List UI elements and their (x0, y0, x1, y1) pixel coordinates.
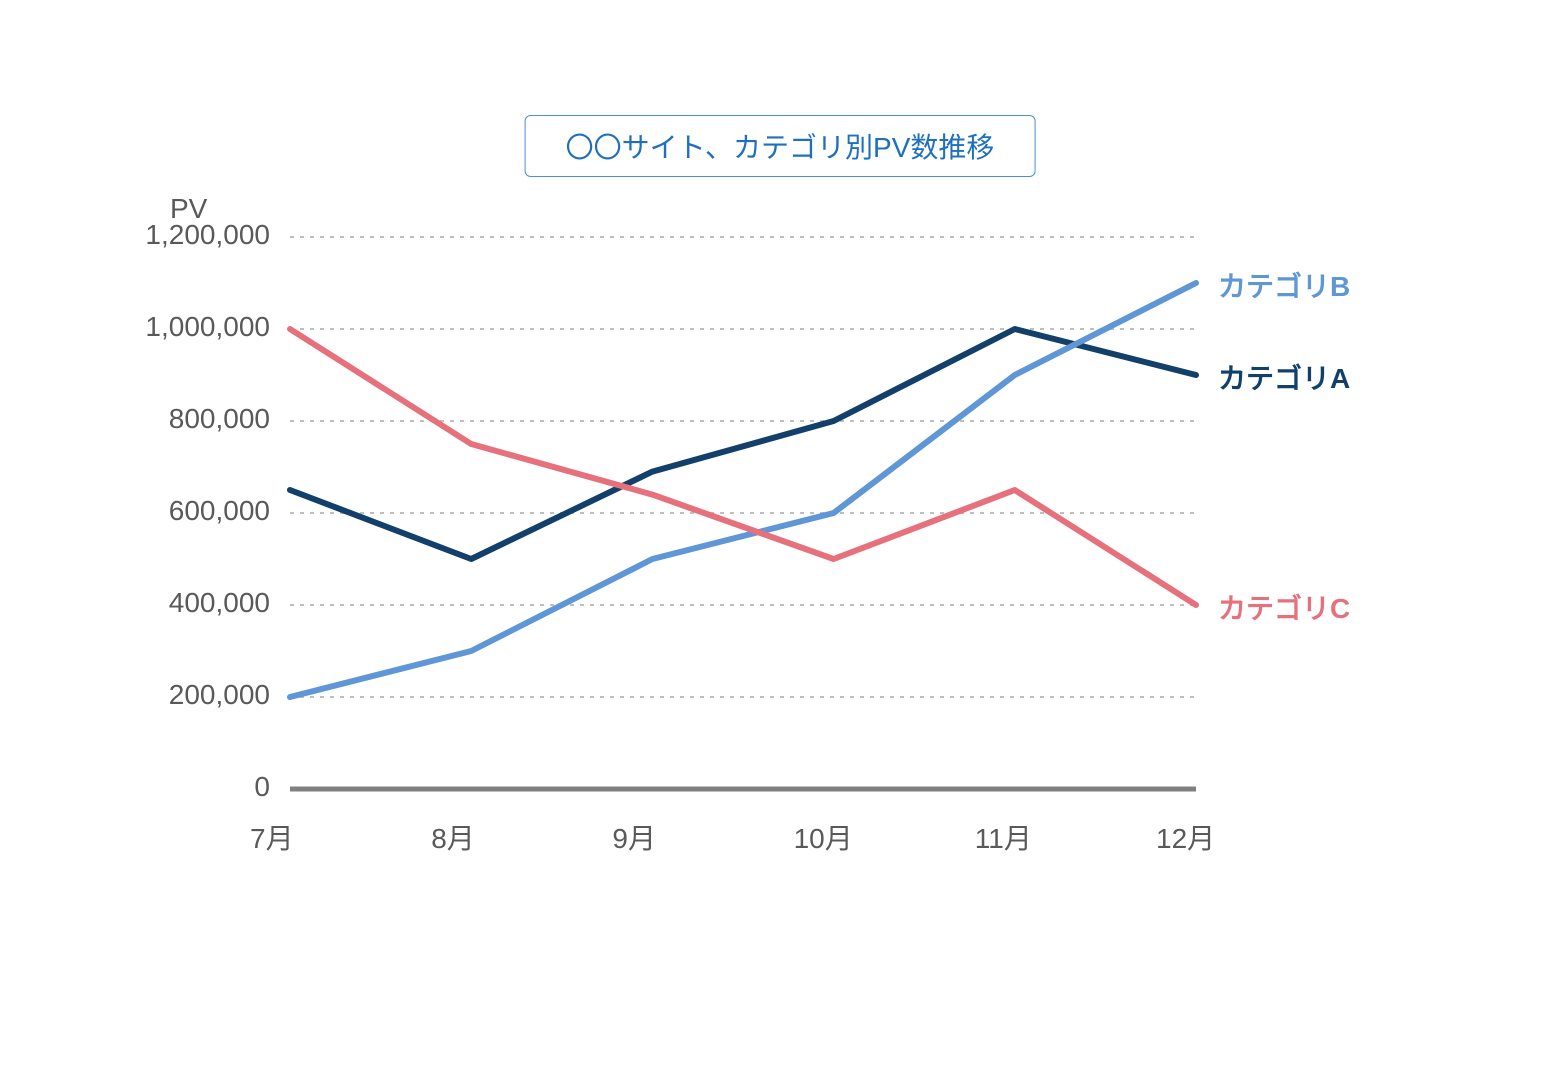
y-tick-label: 800,000 (169, 403, 270, 435)
y-tick-label: 200,000 (169, 679, 270, 711)
y-tick-label: 400,000 (169, 587, 270, 619)
series-label-カテゴリC: カテゴリC (1218, 587, 1350, 627)
plot-area (0, 0, 1560, 1080)
gridlines (290, 237, 1196, 697)
y-tick-label: 0 (254, 771, 270, 803)
x-tick-label: 9月 (612, 817, 656, 857)
x-tick-label: 10月 (794, 817, 853, 857)
x-tick-label: 12月 (1156, 817, 1215, 857)
series-label-カテゴリB: カテゴリB (1218, 265, 1350, 305)
x-tick-label: 11月 (975, 817, 1032, 857)
line-chart: 〇〇サイト、カテゴリ別PV数推移 PV 0200,000400,000600,0… (0, 0, 1560, 1080)
y-tick-label: 1,000,000 (145, 311, 270, 343)
series-line-カテゴリC (290, 329, 1196, 605)
series-line-カテゴリB (290, 283, 1196, 697)
y-tick-label: 1,200,000 (145, 219, 270, 251)
y-tick-label: 600,000 (169, 495, 270, 527)
x-tick-label: 8月 (431, 817, 475, 857)
series-lines (290, 283, 1196, 697)
x-tick-label: 7月 (250, 817, 294, 857)
series-label-カテゴリA: カテゴリA (1218, 357, 1350, 397)
